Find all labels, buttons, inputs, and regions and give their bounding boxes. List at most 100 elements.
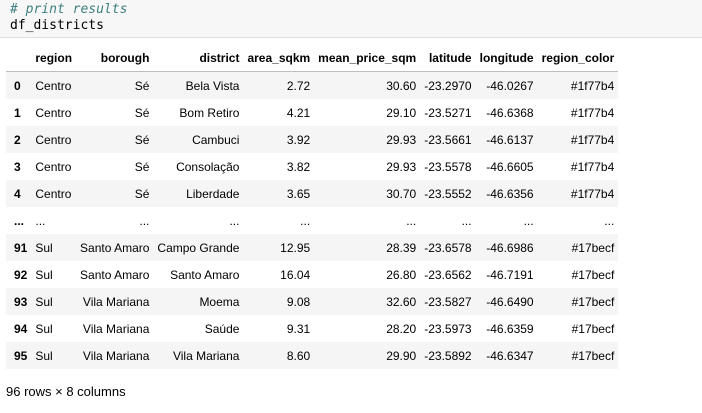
cell-region: Centro: [35, 78, 72, 93]
cell-district: Santo Amaro: [170, 267, 240, 282]
cell-latitude: ...: [461, 213, 472, 228]
column-header-longitude: longitude: [475, 45, 538, 72]
cell-district: Liberdade: [186, 186, 240, 201]
cell-region: Centro: [35, 186, 72, 201]
cell-district: Vila Mariana: [172, 348, 240, 363]
code-comment: # print results: [10, 2, 128, 17]
cell-district: Campo Grande: [157, 240, 240, 255]
cell-latitude: -23.5552: [424, 186, 472, 201]
table-row: ...........................: [6, 207, 619, 234]
cell-borough: Vila Mariana: [82, 294, 150, 309]
cell-region-color: #1f77b4: [570, 78, 615, 93]
cell-district: Saúde: [204, 321, 240, 336]
cell-mean-price-sqm: 29.93: [386, 159, 417, 174]
row-index: 95: [14, 348, 28, 363]
cell-latitude: -23.6578: [424, 240, 472, 255]
table-row: 92 Sul Santo Amaro Santo Amaro 16.04 26.80 -23…: [6, 261, 619, 288]
column-header-latitude: latitude: [420, 45, 476, 72]
cell-region-color: #17becf: [571, 267, 615, 282]
cell-latitude: -23.5271: [424, 105, 472, 120]
cell-district: Consolação: [176, 159, 240, 174]
cell-longitude: -46.6137: [486, 132, 534, 147]
cell-longitude: -46.6347: [486, 348, 534, 363]
cell-district: Bom Retiro: [179, 105, 240, 120]
cell-borough: Sé: [134, 105, 150, 120]
cell-district: Bela Vista: [185, 78, 240, 93]
row-index: ...: [14, 213, 25, 228]
column-header-mean-price-sqm: mean_price_sqm: [314, 45, 421, 72]
cell-longitude: -46.0267: [486, 78, 534, 93]
row-index: 4: [14, 186, 21, 201]
cell-mean-price-sqm: 28.39: [386, 240, 417, 255]
cell-latitude: -23.6562: [424, 267, 472, 282]
row-index: 92: [14, 267, 28, 282]
row-index: 1: [14, 105, 21, 120]
cell-longitude: ...: [523, 213, 534, 228]
table-row: 94 Sul Vila Mariana Saúde 9.31 28.20 -23.5973-…: [6, 315, 619, 342]
table-row: 0 Centro Sé Bela Vista 2.72 30.60 -23.2970 -46.…: [6, 71, 619, 99]
table-row: 3 Centro Sé Consolação 3.82 29.93 -23.5578 -46.…: [6, 153, 619, 180]
row-index: 0: [14, 78, 21, 93]
cell-latitude: -23.5661: [424, 132, 472, 147]
cell-mean-price-sqm: 32.60: [386, 294, 417, 309]
cell-mean-price-sqm: 29.93: [386, 132, 417, 147]
cell-region-color: #1f77b4: [570, 132, 615, 147]
column-header-region-color: region_color: [537, 45, 619, 72]
cell-region-color: #17becf: [571, 348, 615, 363]
cell-district: Cambuci: [192, 132, 240, 147]
cell-region-color: ...: [604, 213, 615, 228]
cell-longitude: -46.6986: [486, 240, 534, 255]
cell-longitude: -46.6368: [486, 105, 534, 120]
cell-area-sqkm: 3.65: [286, 186, 311, 201]
cell-region: Sul: [35, 321, 53, 336]
cell-borough: ...: [139, 213, 150, 228]
table-header-row: region borough district area_sqkm mean_p…: [6, 45, 619, 72]
cell-latitude: -23.5892: [424, 348, 472, 363]
cell-area-sqkm: 3.92: [286, 132, 311, 147]
cell-longitude: -46.6359: [486, 321, 534, 336]
cell-mean-price-sqm: 30.60: [386, 78, 417, 93]
cell-latitude: -23.5827: [424, 294, 472, 309]
column-header-district: district: [153, 45, 244, 72]
cell-mean-price-sqm: 29.10: [386, 105, 417, 120]
column-header-region: region: [31, 45, 77, 72]
cell-longitude: -46.6605: [486, 159, 534, 174]
cell-mean-price-sqm: 26.80: [386, 267, 417, 282]
code-cell[interactable]: # print results df_districts: [0, 0, 702, 38]
cell-mean-price-sqm: ...: [406, 213, 417, 228]
table-shape-summary: 96 rows × 8 columns: [6, 384, 126, 399]
index-header: [6, 45, 32, 72]
table-row: 2 Centro Sé Cambuci 3.92 29.93 -23.5661 -46.613…: [6, 126, 619, 153]
row-index: 91: [14, 240, 28, 255]
cell-borough: Sé: [134, 159, 150, 174]
cell-longitude: -46.6356: [486, 186, 534, 201]
cell-region: Sul: [35, 267, 53, 282]
cell-region: Centro: [35, 132, 72, 147]
cell-district: ...: [229, 213, 240, 228]
cell-area-sqkm: 12.95: [280, 240, 311, 255]
cell-mean-price-sqm: 29.90: [386, 348, 417, 363]
cell-region: Centro: [35, 105, 72, 120]
table-row: 1 Centro Sé Bom Retiro 4.21 29.10 -23.5271 -46.…: [6, 99, 619, 126]
cell-borough: Vila Mariana: [82, 321, 150, 336]
cell-borough: Vila Mariana: [82, 348, 150, 363]
cell-area-sqkm: 3.82: [286, 159, 311, 174]
cell-latitude: -23.5973: [424, 321, 472, 336]
cell-mean-price-sqm: 30.70: [386, 186, 417, 201]
cell-mean-price-sqm: 28.20: [386, 321, 417, 336]
cell-borough: Santo Amaro: [80, 267, 150, 282]
cell-longitude: -46.6490: [486, 294, 534, 309]
cell-region: Sul: [35, 348, 53, 363]
cell-district: Moema: [199, 294, 240, 309]
cell-latitude: -23.2970: [424, 78, 472, 93]
cell-region: Centro: [35, 159, 72, 174]
cell-borough: Santo Amaro: [80, 240, 150, 255]
code-statement: df_districts: [10, 18, 104, 33]
cell-region-color: #17becf: [571, 321, 615, 336]
cell-region-color: #17becf: [571, 240, 615, 255]
cell-area-sqkm: 8.60: [286, 348, 311, 363]
table-row: 91 Sul Santo Amaro Campo Grande 12.95 28.39 -2…: [6, 234, 619, 261]
column-header-area-sqkm: area_sqkm: [243, 45, 315, 72]
cell-region-color: #1f77b4: [570, 186, 615, 201]
column-header-borough: borough: [76, 45, 154, 72]
